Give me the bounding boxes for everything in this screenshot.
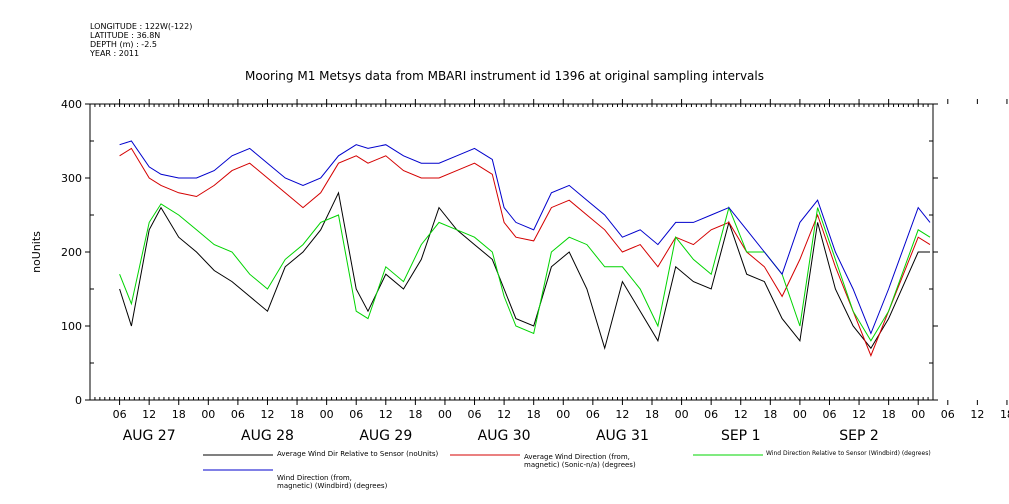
series-line-blue: [119, 140, 931, 335]
x-tick-label: 00: [320, 408, 334, 421]
y-tick-label: 0: [75, 394, 82, 407]
y-tick-label: 400: [61, 98, 82, 111]
legend-red: Average Wind Direction (from, magnetic) …: [524, 445, 684, 469]
x-tick-label: 00: [911, 408, 925, 421]
x-tick-label: 18: [763, 408, 777, 421]
x-day-label: SEP 1: [721, 428, 761, 444]
legend-label-blue: Wind Direction (from, magnetic) (Windbir…: [277, 474, 388, 490]
x-day-label: AUG 29: [359, 428, 412, 444]
x-tick-label: 18: [1000, 408, 1009, 421]
longitude-text: LONGITUDE : 122W(-122): [90, 22, 193, 31]
x-tick-label: 12: [497, 408, 511, 421]
x-tick-label: 06: [704, 408, 718, 421]
legend-label-red: Average Wind Direction (from, magnetic) …: [524, 453, 636, 469]
x-tick-label: 18: [882, 408, 896, 421]
series-line-green: [119, 203, 931, 342]
x-day-label: SEP 2: [839, 428, 879, 444]
x-tick-label: 12: [970, 408, 984, 421]
x-tick-label: 18: [408, 408, 422, 421]
legend-black: Average Wind Dir Relative to Sensor (noU…: [277, 450, 477, 458]
plot-frame: [89, 103, 934, 401]
year-text: YEAR : 2011: [90, 49, 140, 58]
x-tick-label: 00: [556, 408, 570, 421]
y-tick-label: 100: [61, 320, 82, 333]
x-tick-label: 00: [201, 408, 215, 421]
legend-label-green: Wind Direction Relative to Sensor (Windb…: [766, 450, 931, 457]
x-tick-label: 12: [260, 408, 274, 421]
x-day-label: AUG 27: [123, 428, 176, 444]
x-day-label: AUG 30: [478, 428, 531, 444]
x-tick-label: 06: [468, 408, 482, 421]
x-day-label: AUG 31: [596, 428, 649, 444]
x-tick-label: 12: [734, 408, 748, 421]
x-tick-label: 06: [586, 408, 600, 421]
x-tick-label: 00: [438, 408, 452, 421]
x-tick-label: 06: [113, 408, 127, 421]
x-day-label: AUG 28: [241, 428, 294, 444]
metadata-header: LONGITUDE : 122W(-122) LATITUDE : 36.8N …: [90, 22, 192, 58]
x-tick-label: 12: [142, 408, 156, 421]
x-tick-label: 06: [822, 408, 836, 421]
legend-label-black: Average Wind Dir Relative to Sensor (noU…: [277, 450, 439, 458]
x-tick-label: 18: [172, 408, 186, 421]
y-tick-label: 300: [61, 172, 82, 185]
x-tick-label: 00: [793, 408, 807, 421]
x-tick-label: 12: [852, 408, 866, 421]
x-tick-label: 18: [645, 408, 659, 421]
y-axis-label: noUnits: [30, 231, 43, 273]
latitude-text: LATITUDE : 36.8N: [90, 31, 161, 40]
series-line-black: [119, 191, 930, 351]
depth-text: DEPTH (m) : -2.5: [90, 40, 157, 49]
x-tick-label: 18: [527, 408, 541, 421]
x-tick-label: 06: [231, 408, 245, 421]
series-line-red: [119, 147, 931, 357]
x-tick-label: 00: [675, 408, 689, 421]
legend-green: Wind Direction Relative to Sensor (Windb…: [766, 450, 1006, 458]
x-tick-label: 12: [615, 408, 629, 421]
x-tick-label: 12: [379, 408, 393, 421]
y-tick-label: 200: [61, 246, 82, 259]
chart-title: Mooring M1 Metsys data from MBARI instru…: [245, 69, 764, 83]
x-tick-label: 06: [941, 408, 955, 421]
x-tick-label: 18: [290, 408, 304, 421]
legend-blue: Wind Direction (from, magnetic) (Windbir…: [277, 466, 437, 490]
x-tick-label: 06: [349, 408, 363, 421]
